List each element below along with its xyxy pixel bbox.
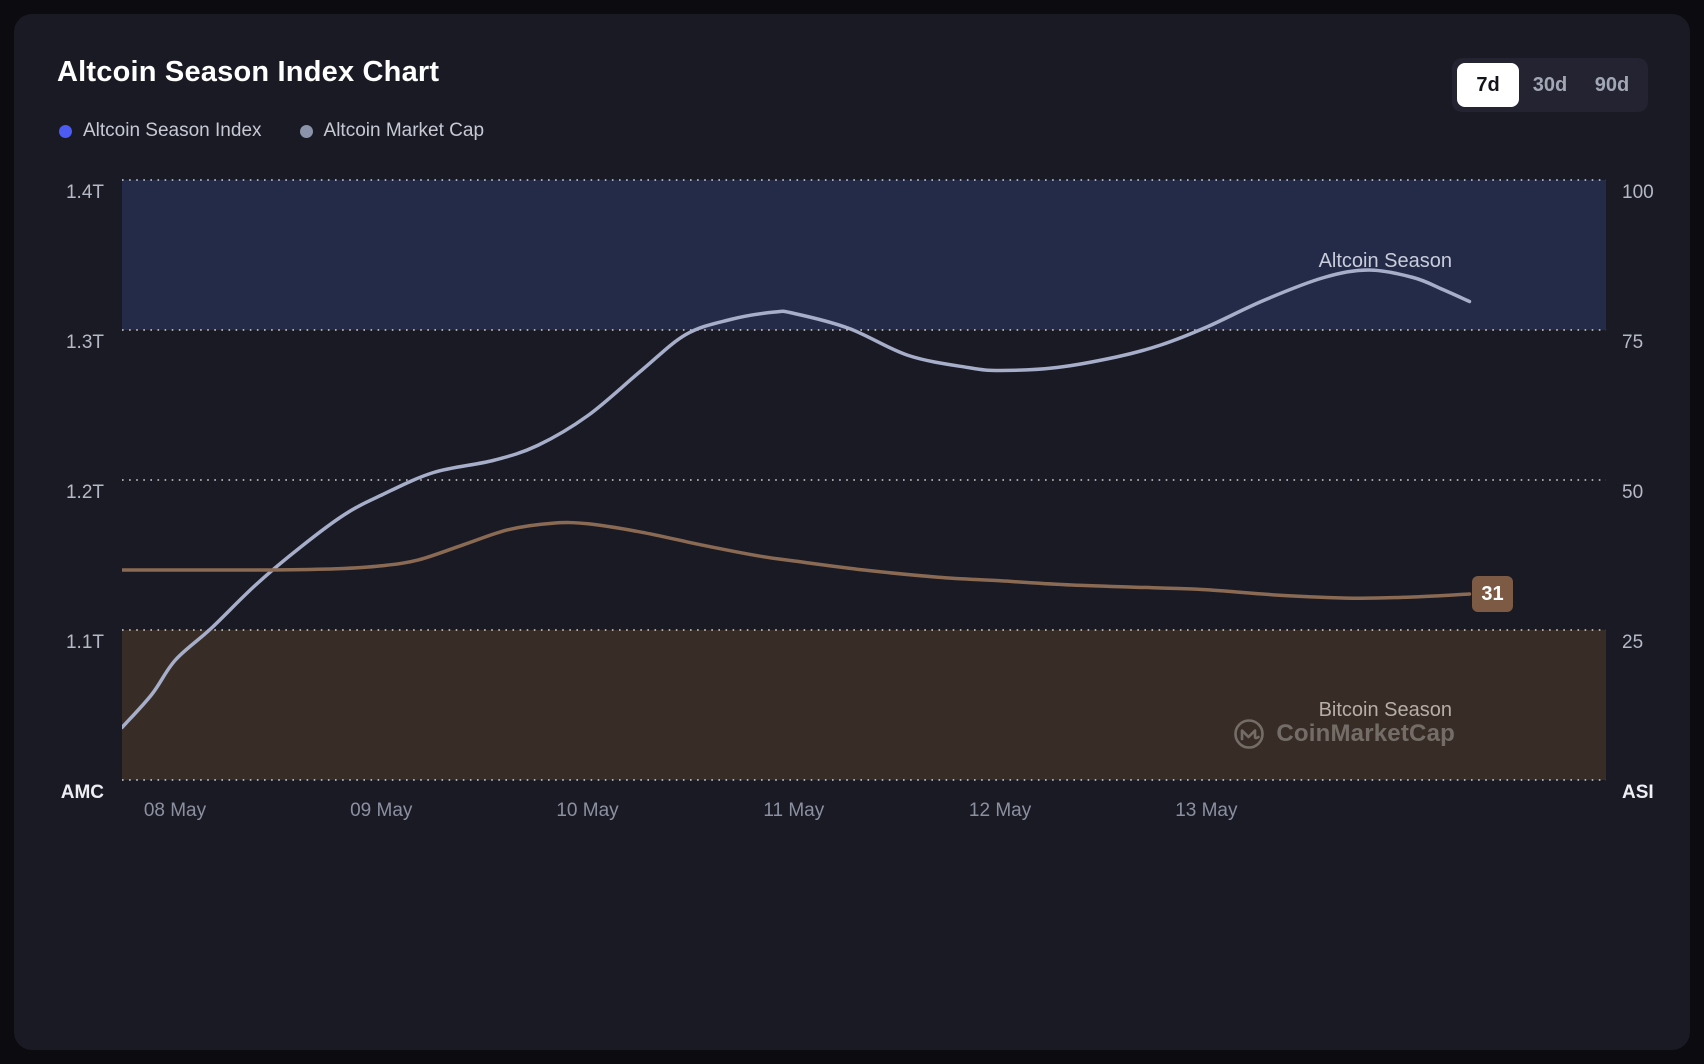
legend-item-altcoin-season-index[interactable]: Altcoin Season Index bbox=[59, 120, 262, 142]
chart-plot-area[interactable] bbox=[122, 160, 1606, 800]
time-range-selector: 7d 30d 90d bbox=[1452, 58, 1648, 112]
legend-label-altcoin-season-index: Altcoin Season Index bbox=[83, 120, 262, 141]
left-axis-tick: 1.2T bbox=[65, 482, 104, 503]
x-axis-tick: 10 May bbox=[556, 800, 619, 821]
legend-item-altcoin-market-cap[interactable]: Altcoin Market Cap bbox=[299, 120, 485, 142]
x-axis-tick: 11 May bbox=[763, 800, 825, 821]
x-axis-tick: 08 May bbox=[143, 800, 207, 821]
x-axis-tick: 12 May bbox=[968, 800, 1032, 821]
right-axis-tick: 50 bbox=[1622, 482, 1644, 503]
left-axis-tick: 1.4T bbox=[65, 182, 104, 203]
range-90d-button[interactable]: 90d bbox=[1581, 63, 1643, 107]
left-axis-tick: 1.3T bbox=[65, 332, 104, 353]
right-axis-tick: 100 bbox=[1622, 182, 1654, 203]
altcoin-market-cap-dot-icon bbox=[299, 124, 313, 138]
chart-legend: Altcoin Season Index Altcoin Market Cap bbox=[59, 120, 484, 142]
page-title: Altcoin Season Index Chart bbox=[57, 56, 440, 88]
altcoin-season-index-card: Altcoin Season Index Chart 7d 30d 90d Al… bbox=[14, 14, 1690, 1050]
altcoin-season-index-dot-icon bbox=[59, 124, 72, 138]
left-axis-tick: 1.1T bbox=[65, 632, 104, 653]
range-30d-button[interactable]: 30d bbox=[1519, 63, 1581, 107]
right-axis-name: ASI bbox=[1622, 782, 1654, 803]
left-axis-name: AMC bbox=[60, 782, 104, 803]
current-asi-value-badge: 31 bbox=[1472, 576, 1513, 612]
right-axis-tick: 25 bbox=[1622, 632, 1644, 653]
range-7d-button[interactable]: 7d bbox=[1457, 63, 1519, 107]
x-axis-tick: 09 May bbox=[350, 800, 413, 821]
x-axis-tick: 13 May bbox=[1175, 800, 1238, 821]
legend-label-altcoin-market-cap: Altcoin Market Cap bbox=[323, 120, 485, 141]
right-axis-tick: 75 bbox=[1622, 332, 1644, 353]
